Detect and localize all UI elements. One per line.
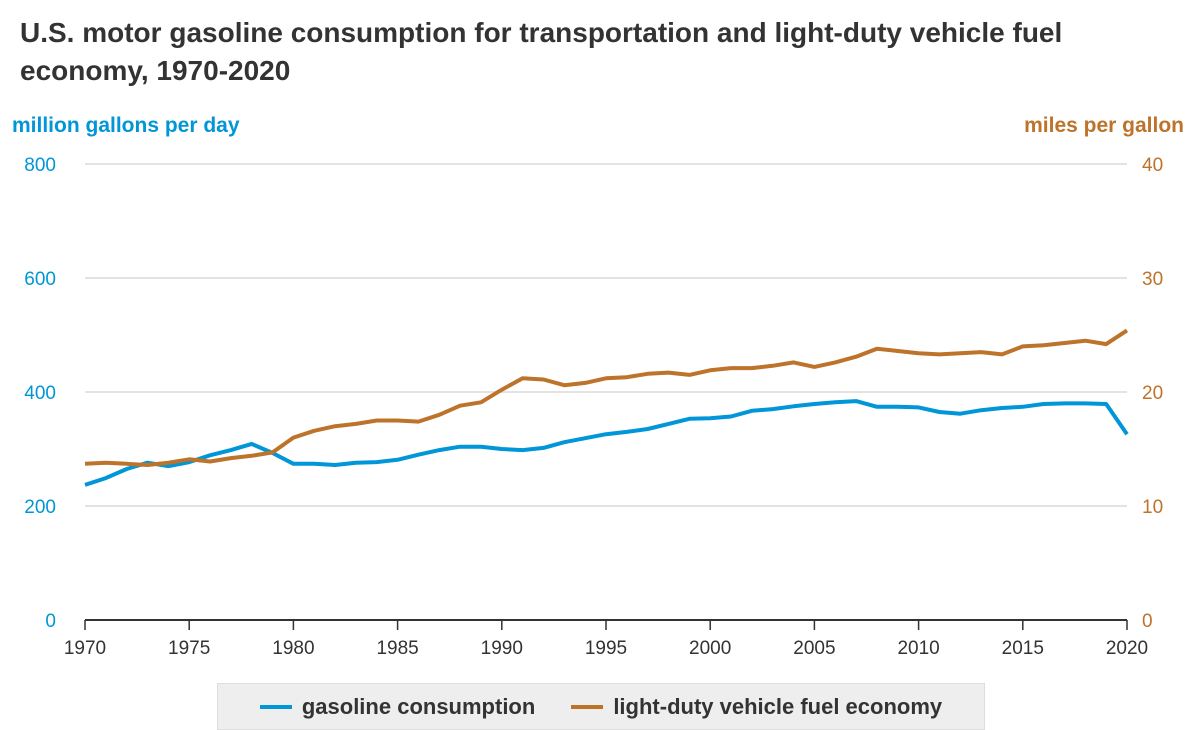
y-tick-right-label: 10 <box>1142 497 1163 518</box>
left-axis-label: million gallons per day <box>12 114 240 137</box>
y-tick-left-label: 800 <box>24 155 56 176</box>
legend-label-gasoline: gasoline consumption <box>301 693 536 719</box>
legend: gasoline consumption light-duty vehicle … <box>217 683 985 730</box>
series-line-gasoline-consumption <box>84 399 1129 487</box>
y-tick-left-label: 0 <box>45 611 56 632</box>
y-tick-left-label: 600 <box>24 269 56 290</box>
x-tick-label: 2015 <box>1002 638 1044 659</box>
x-tick-label: 2020 <box>1106 638 1148 659</box>
x-tick-label: 2000 <box>689 638 731 659</box>
x-tick-label: 2005 <box>793 638 835 659</box>
series-line-fuel-economy <box>84 328 1129 467</box>
y-tick-right-label: 40 <box>1142 155 1163 176</box>
y-tick-right-label: 30 <box>1142 269 1163 290</box>
y-tick-left-label: 200 <box>24 497 56 518</box>
chart-title: U.S. motor gasoline consumption for tran… <box>20 17 1063 86</box>
y-tick-left-label: 400 <box>24 383 56 404</box>
legend-label-fuel-economy: light-duty vehicle fuel economy <box>613 693 943 719</box>
right-axis-label: miles per gallon <box>1024 114 1184 137</box>
legend-swatch-gasoline <box>259 704 292 709</box>
x-tick-label: 1985 <box>376 638 418 659</box>
x-tick-label: 1995 <box>585 638 627 659</box>
chart-plot: 0 200 400 600 800 0 10 20 30 40 1970 1975 1980 1985 19… <box>24 155 1163 659</box>
x-tick-label: 1980 <box>272 638 314 659</box>
legend-swatch-fuel-economy <box>571 704 604 709</box>
x-tick-label: 1975 <box>168 638 210 659</box>
y-tick-right-label: 0 <box>1142 611 1153 632</box>
legend-item-fuel-economy: light-duty vehicle fuel economy <box>571 694 942 720</box>
y-tick-right-label: 20 <box>1142 383 1163 404</box>
x-tick-label: 1970 <box>64 638 106 659</box>
x-tick-label: 1990 <box>481 638 523 659</box>
legend-item-gasoline: gasoline consumption <box>259 693 536 720</box>
x-tick-label: 2010 <box>897 638 939 659</box>
